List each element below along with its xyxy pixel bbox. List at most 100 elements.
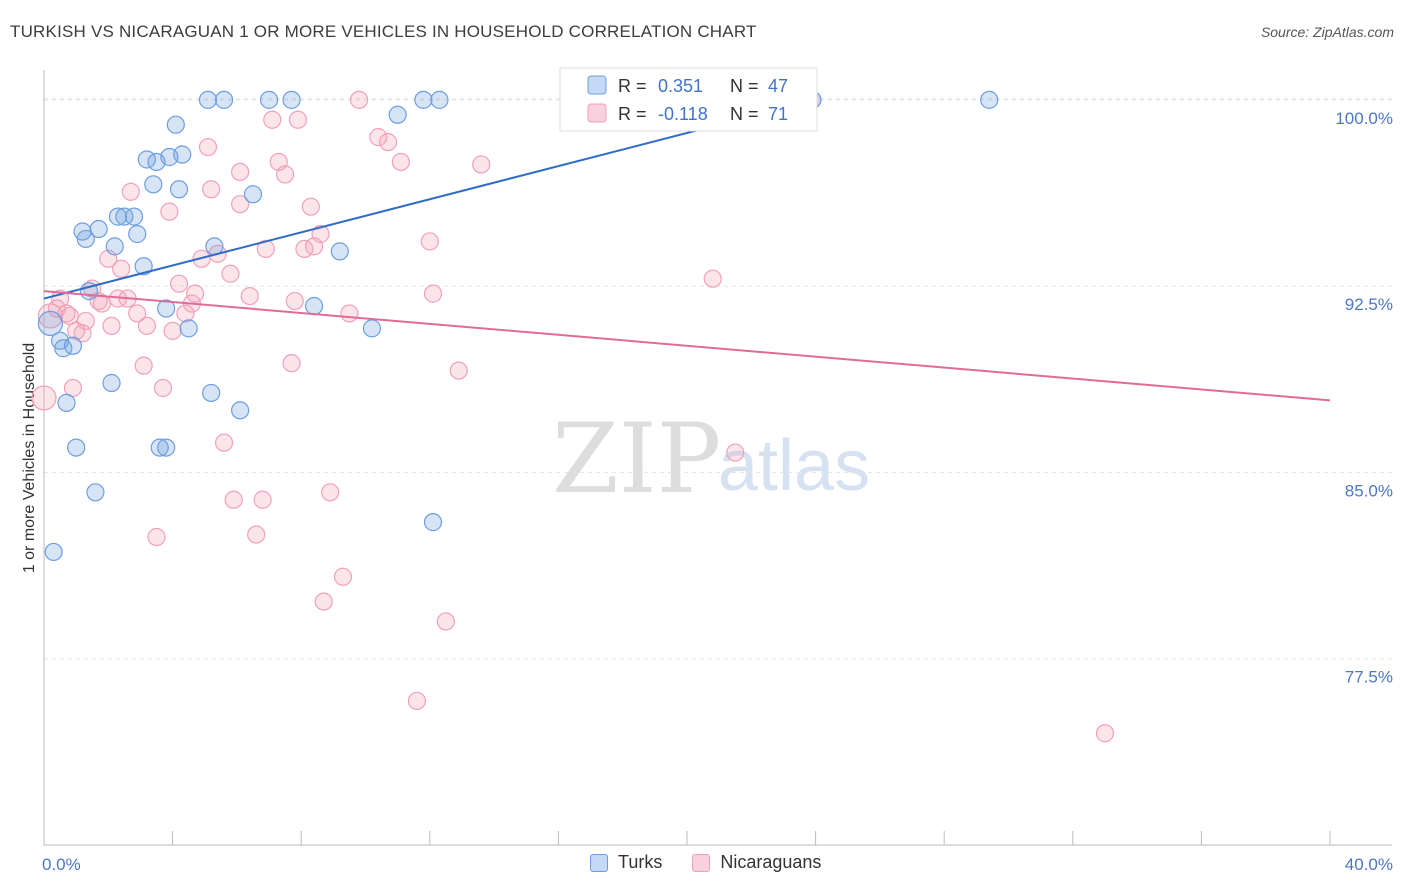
- nicaraguans-point: [221, 264, 240, 283]
- nicaraguans-point: [160, 202, 179, 221]
- legend-top-turks-n-label: N =: [730, 76, 759, 96]
- legend-bottom: Turks Nicaraguans: [590, 852, 851, 873]
- nicaraguans-points: [31, 90, 1115, 743]
- chart-source: Source: ZipAtlas.com: [1260, 24, 1394, 40]
- turks-point: [157, 438, 176, 457]
- turks-point: [231, 401, 250, 420]
- turks-point: [57, 393, 76, 412]
- nicaraguans-point: [240, 286, 259, 306]
- nicaraguans-point: [253, 490, 272, 509]
- legend-item-nicaraguans: Nicaraguans: [692, 852, 821, 873]
- x-tick-label-end: 40.0%: [1345, 855, 1393, 874]
- nicaraguans-point: [349, 90, 369, 109]
- nicaraguans-point: [112, 259, 131, 278]
- nicaraguans-point: [163, 321, 182, 340]
- nicaraguans-point: [340, 304, 359, 323]
- turks-point: [144, 175, 163, 194]
- watermark: ZIP atlas: [552, 403, 870, 515]
- nicaraguans-point: [1095, 724, 1115, 743]
- nicaraguans-point: [37, 303, 64, 329]
- nicaraguans-point: [256, 239, 275, 258]
- legend-top-turks-n-value: 47: [768, 76, 788, 96]
- nicaraguans-point: [214, 433, 234, 452]
- nicaraguans-point: [282, 354, 301, 373]
- turks-point: [173, 145, 192, 164]
- turks-point: [362, 319, 382, 338]
- nicaraguans-point: [137, 316, 156, 335]
- nicaraguans-point: [134, 356, 153, 375]
- nicaraguans-point: [472, 155, 491, 174]
- nicaraguans-point: [378, 132, 398, 152]
- nicaraguans-point: [76, 311, 95, 331]
- nicaraguans-point: [703, 269, 722, 288]
- turks-point: [259, 90, 279, 109]
- turks-point: [157, 299, 176, 318]
- turks-point: [128, 224, 147, 244]
- nicaraguans-point: [391, 152, 410, 172]
- nicaraguans-point: [314, 592, 333, 611]
- turks-point: [105, 237, 124, 256]
- turks-point: [86, 483, 105, 502]
- nicaraguans-point: [263, 110, 282, 129]
- turks-point: [89, 219, 108, 239]
- turks-point: [150, 438, 169, 457]
- turks-point: [169, 180, 189, 199]
- legend-top-nic-r-label: R =: [618, 104, 647, 124]
- legend-swatch-turks: [590, 853, 608, 872]
- nicaraguans-point: [369, 128, 388, 147]
- nicaraguans-point: [231, 162, 250, 181]
- nicaraguans-point: [202, 180, 221, 199]
- nicaraguans-point: [247, 525, 266, 544]
- nicaraguans-point: [92, 294, 111, 313]
- nicaraguans-point: [449, 361, 468, 380]
- grid: [44, 98, 1392, 660]
- turks-point: [179, 319, 198, 338]
- nicaraguans-point: [186, 284, 205, 303]
- turks-point: [76, 229, 95, 249]
- turks-point: [430, 90, 449, 109]
- nicaraguans-point: [311, 224, 330, 244]
- turks-point: [214, 90, 234, 109]
- turks-point: [423, 513, 443, 532]
- nicaraguans-point: [102, 316, 121, 335]
- watermark-atlas: atlas: [718, 426, 870, 506]
- nicaraguans-point: [726, 443, 745, 462]
- legend-top-turks-r-value: 0.351: [658, 76, 703, 96]
- legend-top-nic-n-label: N =: [730, 104, 759, 124]
- nicaraguans-point: [288, 110, 308, 129]
- nicaraguans-point: [224, 490, 243, 509]
- turks-point: [202, 383, 221, 403]
- turks-point: [414, 90, 433, 109]
- y-tick-label: 77.5%: [1345, 668, 1393, 687]
- turks-point: [980, 90, 999, 109]
- y-tick-label: 85.0%: [1345, 481, 1393, 500]
- legend-top: R = 0.351 N = 47 R = -0.118 N = 71: [559, 67, 818, 132]
- nicaraguans-point: [321, 483, 340, 502]
- nicaraguans-point: [198, 137, 218, 157]
- nicaraguans-point: [153, 378, 173, 398]
- turks-point: [243, 185, 263, 204]
- turks-point: [115, 207, 134, 226]
- turks-point: [44, 542, 63, 562]
- nicaraguans-point: [169, 274, 189, 293]
- nicaraguans-point: [436, 612, 455, 631]
- turks-point: [124, 207, 144, 226]
- turks-point: [330, 242, 349, 261]
- x-tick-label-start: 0.0%: [42, 855, 81, 874]
- turks-point: [282, 90, 301, 109]
- turks-point: [198, 90, 218, 109]
- turks-point: [54, 339, 73, 358]
- nicaraguans-point: [276, 165, 295, 184]
- watermark-zip: ZIP: [552, 403, 721, 515]
- chart-title: TURKISH VS NICARAGUAN 1 OR MORE VEHICLES…: [10, 22, 757, 41]
- turks-point: [37, 310, 64, 337]
- turks-points: [37, 90, 999, 562]
- y-tick-label: 100.0%: [1335, 109, 1393, 128]
- turks-point: [166, 115, 185, 134]
- nicaraguans-point: [31, 385, 57, 411]
- nicaraguans-point: [285, 291, 304, 311]
- turks-trend-line: [43, 98, 816, 300]
- turks-point: [108, 207, 128, 226]
- nicaraguans-point: [407, 691, 427, 711]
